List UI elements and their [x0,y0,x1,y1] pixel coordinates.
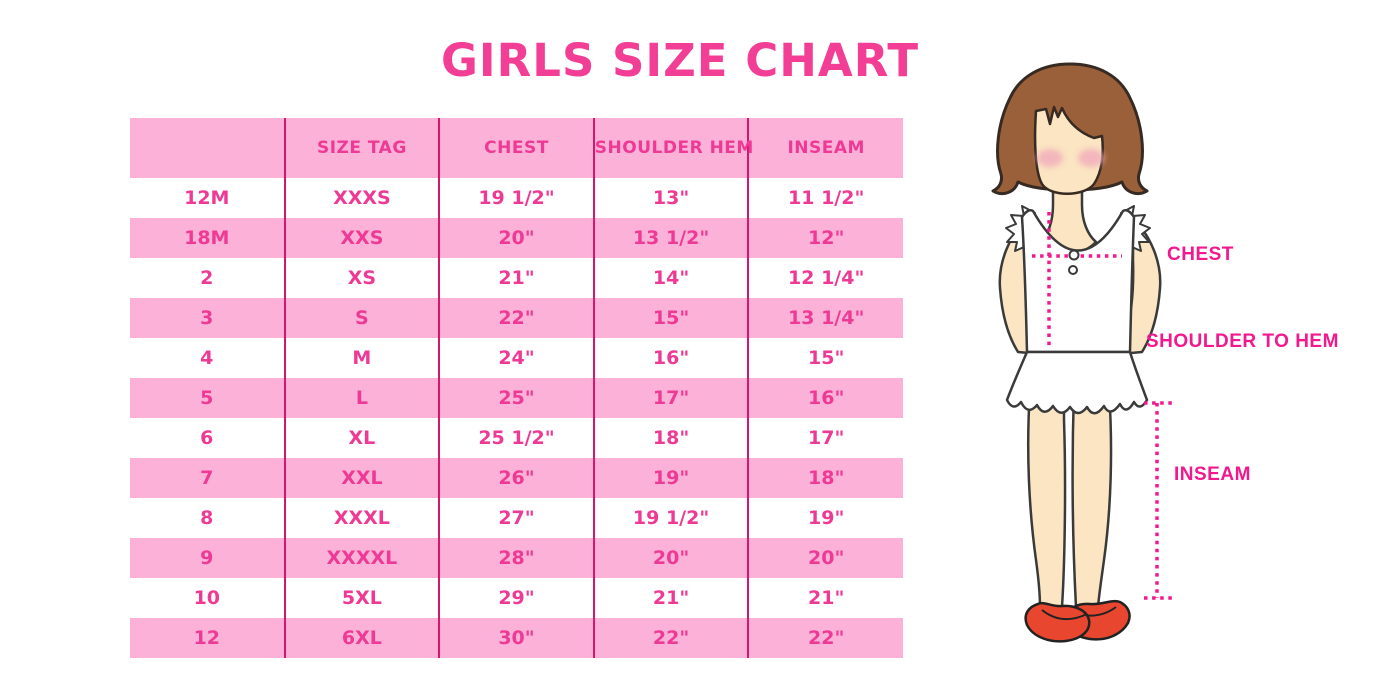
table-cell: 25" [438,378,594,418]
table-row: 8 XXXL 27" 19 1/2" 19" [130,498,903,538]
column-header: SHOULDER HEM [592,118,753,178]
left-leg [1026,388,1067,609]
table-row: 10 5XL 29" 21" 21" [130,578,903,618]
table-cell: 21" [592,578,749,618]
page-title: GIRLS SIZE CHART [440,34,920,87]
table-cell: 5 [130,378,285,418]
column-header: CHEST [438,118,594,178]
left-shoe [1024,601,1091,643]
table-cell: 21" [747,578,903,618]
table-cell: XS [283,258,440,298]
table-cell: 29" [438,578,594,618]
table-row: 12M XXXS 19 1/2" 13" 11 1/2" [130,178,903,218]
table-row: 5 L 25" 17" 16" [130,378,903,418]
right-blush [1078,149,1104,167]
header-row: SIZE TAG CHEST SHOULDER HEM INSEAM [130,118,903,178]
shoulder-to-hem-label: SHOULDER TO HEM [1146,331,1339,352]
table-cell: 22" [438,298,594,338]
table-cell: 7 [130,458,285,498]
face [1033,105,1104,195]
table-cell: 12 1/4" [747,258,903,298]
table-cell: 12 [130,618,285,658]
girl-illustration [991,62,1172,643]
size-table: SIZE TAG CHEST SHOULDER HEM INSEAM 12M XXXS 1… [130,118,903,658]
table-cell: XXXXL [283,538,440,578]
table-row: 2 XS 21" 14" 12 1/4" [130,258,903,298]
table-cell: 30" [438,618,594,658]
table-cell: 19" [747,498,903,538]
inseam-label: INSEAM [1174,464,1251,485]
table-cell: 18" [592,418,749,458]
table-cell: 18" [747,458,903,498]
table-cell: 16" [592,338,749,378]
table-cell: 26" [438,458,594,498]
table-cell: 11 1/2" [747,178,903,218]
table-cell: 19" [592,458,749,498]
table-cell: XL [283,418,440,458]
table-cell: XXS [283,218,440,258]
table-cell: 15" [747,338,903,378]
table-cell: 13 1/2" [592,218,749,258]
size-table-body: 12M XXXS 19 1/2" 13" 11 1/2" 18M XXS 20" 13 1/2"… [130,178,903,658]
table-cell: 10 [130,578,285,618]
table-cell: 4 [130,338,285,378]
table-cell: XXXS [283,178,440,218]
table-cell: 24" [438,338,594,378]
chest-label: CHEST [1167,244,1234,265]
table-cell: 25 1/2" [438,418,594,458]
table-cell: XXXL [283,498,440,538]
top-button-1 [1068,249,1080,261]
column-header [130,118,285,178]
table-cell: 9 [130,538,285,578]
table-cell: 12" [747,218,903,258]
table-cell: 20" [747,538,903,578]
table-cell: 3 [130,298,285,338]
table-cell: 22" [747,618,903,658]
table-cell: 12M [130,178,285,218]
table-cell: 20" [592,538,749,578]
table-cell: XXL [283,458,440,498]
table-cell: 15" [592,298,749,338]
skirt [1005,350,1149,415]
column-header: SIZE TAG [283,118,440,178]
table-cell: 27" [438,498,594,538]
table-cell: M [283,338,440,378]
table-row: 9 XXXXL 28" 20" 20" [130,538,903,578]
table-cell: 6 [130,418,285,458]
table-cell: 18M [130,218,285,258]
table-cell: L [283,378,440,418]
table-row: 18M XXS 20" 13 1/2" 12" [130,218,903,258]
table-cell: 28" [438,538,594,578]
table-cell: 17" [592,378,749,418]
table-row: 3 S 22" 15" 13 1/4" [130,298,903,338]
table-cell: 19 1/2" [592,498,749,538]
girl-figure [960,50,1400,670]
table-cell: 16" [747,378,903,418]
right-leg [1071,388,1113,609]
table-row: 12 6XL 30" 22" 22" [130,618,903,658]
table-cell: 21" [438,258,594,298]
table-cell: 6XL [283,618,440,658]
table-cell: 22" [592,618,749,658]
table-cell: S [283,298,440,338]
table-cell: 5XL [283,578,440,618]
table-row: 6 XL 25 1/2" 18" 17" [130,418,903,458]
table-row: 7 XXL 26" 19" 18" [130,458,903,498]
table-cell: 19 1/2" [438,178,594,218]
table-cell: 13 1/4" [747,298,903,338]
top-button-2 [1068,265,1078,275]
left-blush [1037,149,1063,167]
column-header: INSEAM [747,118,903,178]
table-cell: 13" [592,178,749,218]
table-cell: 14" [592,258,749,298]
table-cell: 20" [438,218,594,258]
table-row: 4 M 24" 16" 15" [130,338,903,378]
table-cell: 17" [747,418,903,458]
table-cell: 8 [130,498,285,538]
table-cell: 2 [130,258,285,298]
left-shoe-strap [1041,609,1088,621]
size-table-head: SIZE TAG CHEST SHOULDER HEM INSEAM [130,118,903,178]
